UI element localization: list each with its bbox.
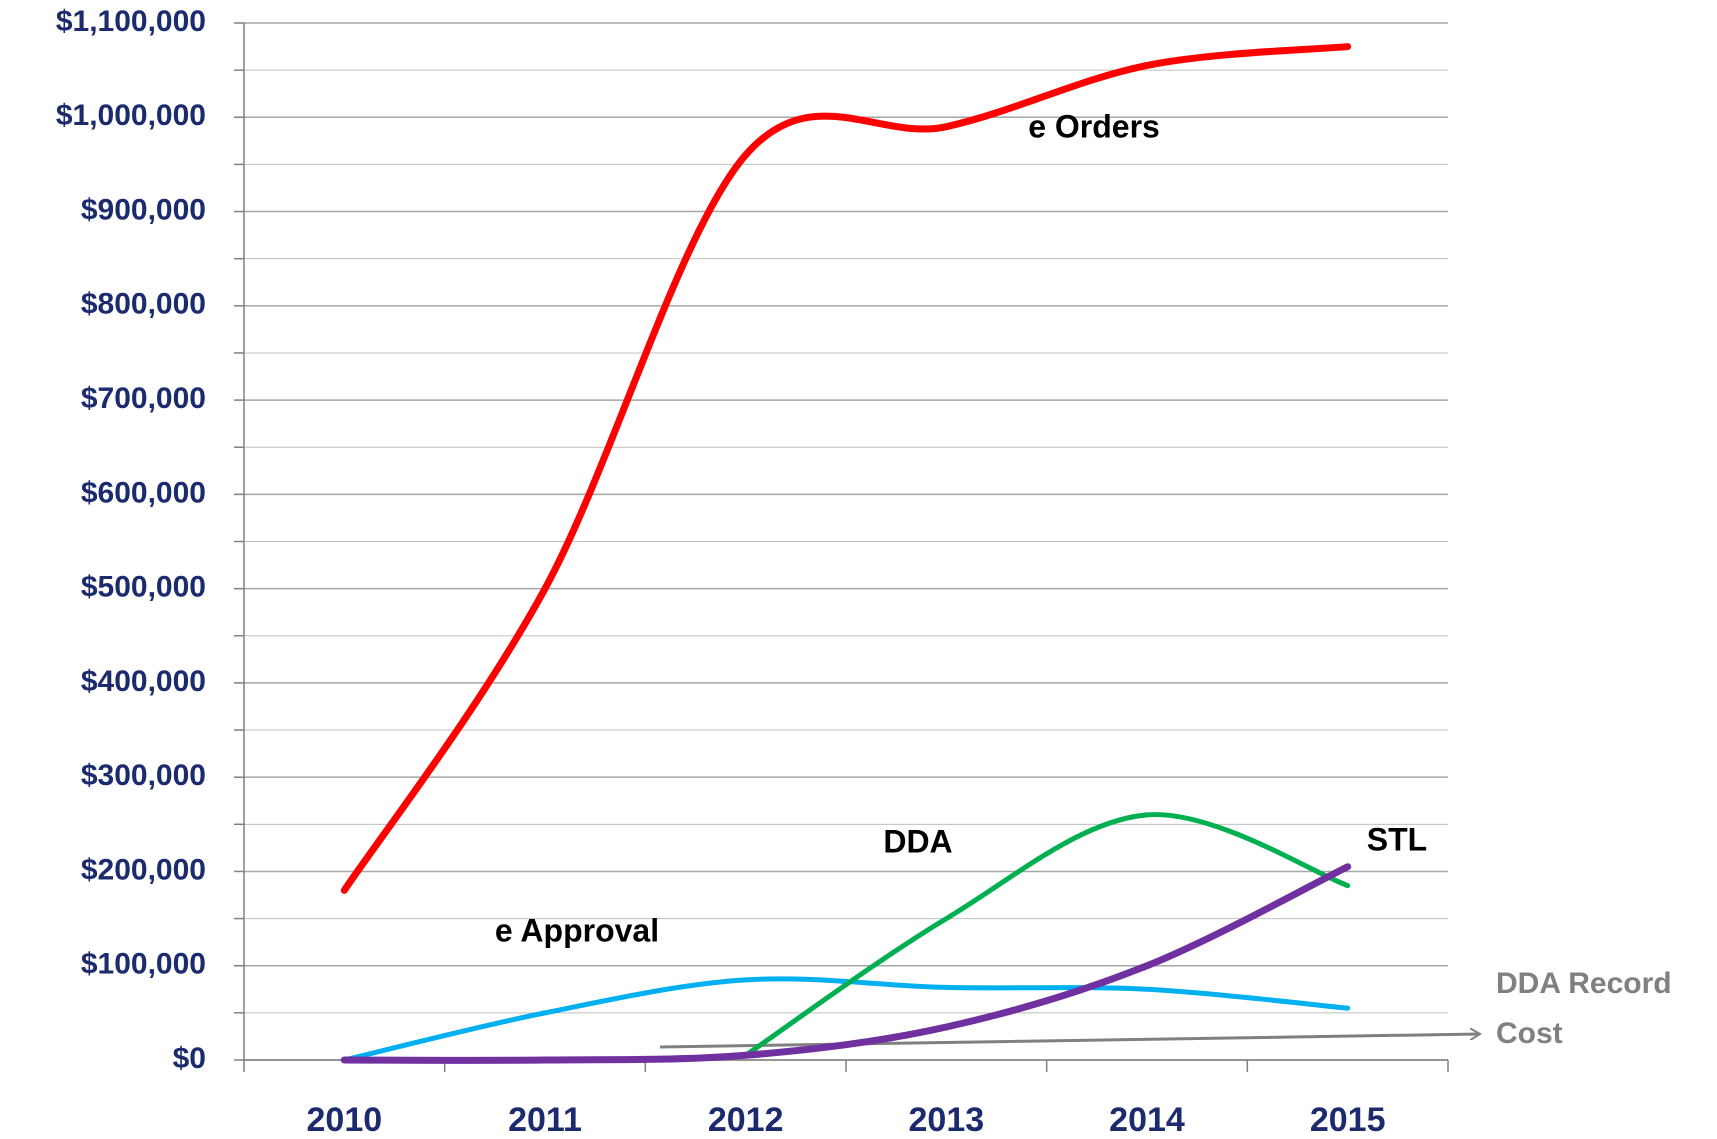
- x-tick-label: 2013: [909, 1101, 985, 1139]
- y-tick-label: $700,000: [81, 382, 206, 415]
- annotation: DDA Record: [1496, 967, 1672, 1000]
- y-tick-label: $1,100,000: [56, 5, 206, 38]
- y-tick-label: $300,000: [81, 759, 206, 792]
- y-tick-label: $500,000: [81, 571, 206, 604]
- series-label: e Orders: [1028, 108, 1160, 144]
- y-tick-label: $600,000: [81, 476, 206, 509]
- annotation-arrow: [659, 1034, 1480, 1049]
- line: [340, 43, 1352, 894]
- series-label: DDA: [883, 823, 952, 859]
- y-tick-label: $400,000: [81, 665, 206, 698]
- y-tick-label: $1,000,000: [56, 99, 206, 132]
- line: [340, 863, 1352, 1064]
- y-tick-label: $100,000: [81, 948, 206, 981]
- y-tick-label: $0: [173, 1042, 206, 1075]
- line: [743, 812, 1351, 1058]
- grid: [234, 22, 1449, 1072]
- series-label: STL: [1367, 821, 1427, 857]
- annotation: Cost: [1496, 1017, 1563, 1050]
- x-tick-label: 2015: [1310, 1101, 1386, 1139]
- line: [341, 976, 1351, 1063]
- series-label: e Approval: [495, 912, 659, 948]
- x-tick-label: 2011: [508, 1101, 582, 1139]
- y-tick-label: $900,000: [81, 193, 206, 226]
- x-tick-label: 2014: [1109, 1101, 1185, 1139]
- x-tick-label: 2010: [307, 1101, 383, 1139]
- y-tick-label: $800,000: [81, 288, 206, 321]
- x-tick-label: 2012: [708, 1101, 784, 1139]
- y-tick-label: $200,000: [81, 853, 206, 886]
